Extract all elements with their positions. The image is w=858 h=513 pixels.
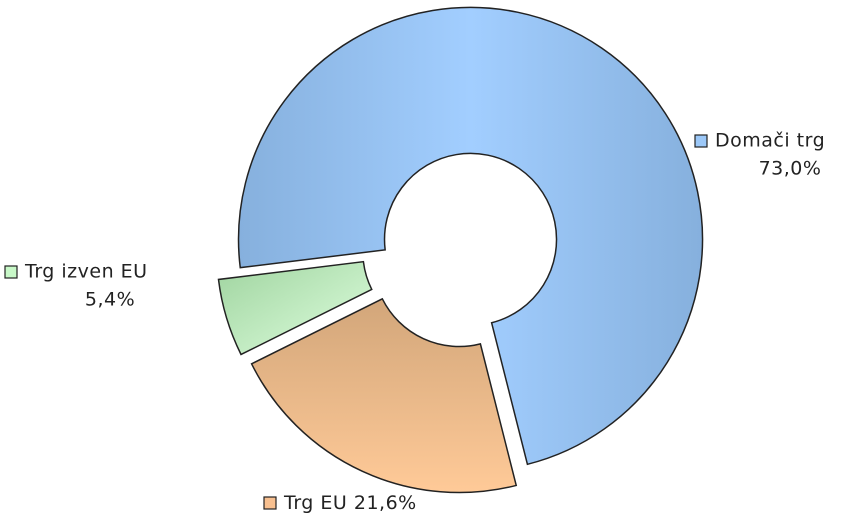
category-label: Trg izven EU (24, 261, 148, 283)
value-label: 5,4% (85, 289, 135, 311)
data-label: Trg EU 21,6% (283, 492, 417, 513)
legend-marker (694, 134, 708, 148)
value-label: 73,0% (759, 158, 822, 180)
legend-marker (263, 496, 277, 510)
segment (217, 260, 373, 356)
legend-marker (4, 265, 18, 279)
segment (237, 6, 704, 466)
category-label: Domači trg (715, 130, 825, 152)
category-label: Trg EU (283, 492, 347, 513)
value-label: 21,6% (354, 492, 417, 513)
segment (250, 297, 518, 494)
